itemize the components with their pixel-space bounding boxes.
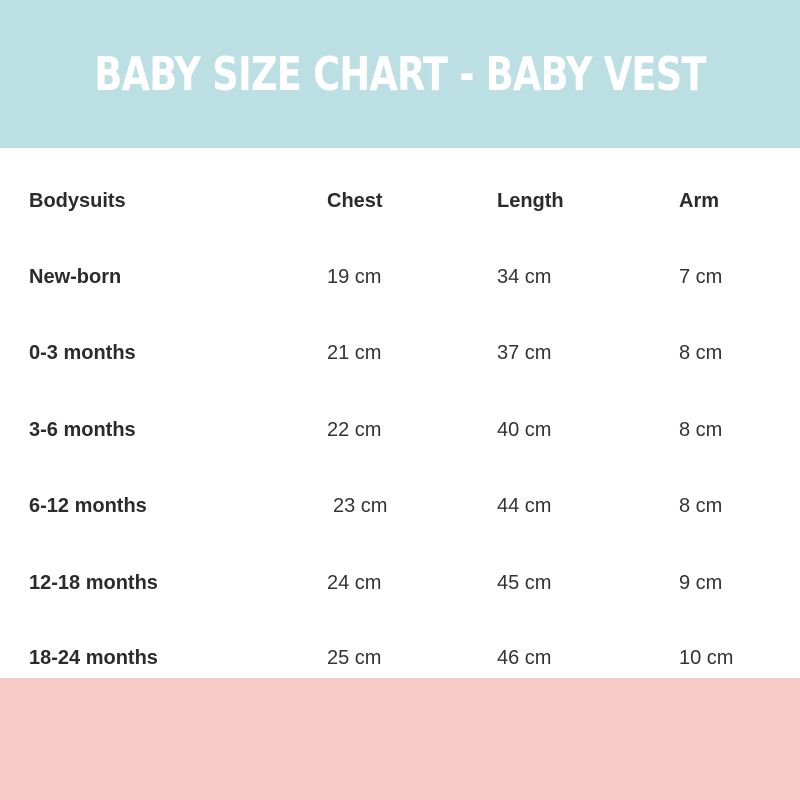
table-row: 12-18 months 24 cm 45 cm 9 cm [0,568,800,598]
table-row: 3-6 months 22 cm 40 cm 8 cm [0,415,800,445]
header-length: Length [497,190,564,212]
chest-value: 19 cm [327,266,382,288]
arm-value: 8 cm [679,495,723,517]
header-arm: Arm [679,190,720,212]
chest-value: 23 cm [333,495,388,517]
footer-band [0,678,800,800]
size-label: 0-3 months [29,342,136,364]
size-label: 18-24 months [29,647,158,669]
chest-value: 24 cm [327,572,382,594]
length-value: 45 cm [497,572,552,594]
table-row: New-born 19 cm 34 cm 7 cm [0,262,800,292]
arm-value: 8 cm [679,419,723,441]
header-chest: Chest [327,190,383,212]
length-value: 34 cm [497,266,552,288]
page-title: BABY SIZE CHART - BABY VEST [94,47,706,101]
size-label: 12-18 months [29,572,158,594]
size-label: 3-6 months [29,419,136,441]
table-row: 0-3 months 21 cm 37 cm 8 cm [0,338,800,368]
arm-value: 10 cm [679,647,734,669]
arm-value: 9 cm [679,572,723,594]
length-value: 44 cm [497,495,552,517]
table-header-row: Bodysuits Chest Length Arm [0,186,800,216]
table-row: 18-24 months 25 cm 46 cm 10 cm [0,643,800,673]
chest-value: 22 cm [327,419,382,441]
size-label: 6-12 months [29,495,147,517]
header-bodysuits: Bodysuits [29,190,126,212]
chest-value: 21 cm [327,342,382,364]
length-value: 37 cm [497,342,552,364]
arm-value: 8 cm [679,342,723,364]
length-value: 46 cm [497,647,552,669]
length-value: 40 cm [497,419,552,441]
table-row: 6-12 months 23 cm 44 cm 8 cm [0,491,800,521]
chest-value: 25 cm [327,647,382,669]
header-band: BABY SIZE CHART - BABY VEST [0,0,800,148]
size-label: New-born [29,266,122,288]
arm-value: 7 cm [679,266,723,288]
